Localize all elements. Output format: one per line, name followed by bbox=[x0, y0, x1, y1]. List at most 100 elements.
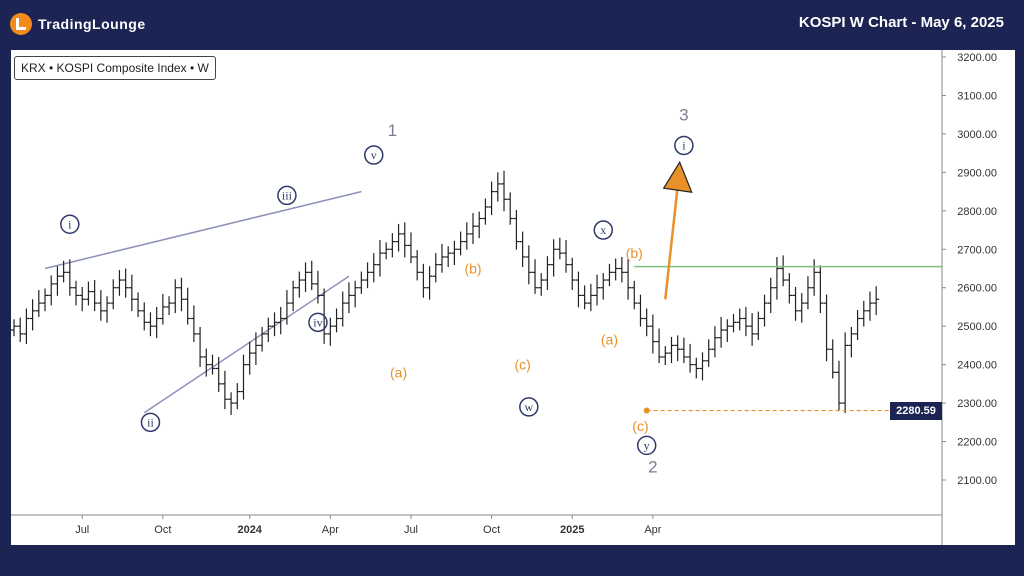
price-bar bbox=[736, 308, 743, 331]
channel-lines bbox=[44, 190, 362, 414]
price-bar bbox=[773, 256, 780, 300]
price-bar bbox=[97, 290, 104, 321]
price-bar bbox=[656, 328, 663, 364]
price-bar bbox=[594, 274, 601, 306]
chart-title: KOSPI W Chart - May 6, 2025 bbox=[798, 14, 1004, 31]
price-bar bbox=[184, 287, 191, 325]
price-bar bbox=[556, 237, 563, 260]
price-bar bbox=[625, 259, 632, 300]
price-bar bbox=[501, 170, 508, 212]
price-bar bbox=[457, 231, 464, 256]
wave-label-c: (c) bbox=[514, 357, 530, 373]
price-bar bbox=[823, 294, 830, 362]
price-bar bbox=[792, 286, 799, 321]
price-bar bbox=[600, 273, 607, 300]
price-tick-label: 2400.00 bbox=[957, 360, 997, 372]
price-tick-label: 2500.00 bbox=[957, 321, 997, 333]
price-bar bbox=[135, 292, 142, 317]
price-bar bbox=[494, 172, 501, 202]
price-bar bbox=[687, 343, 694, 373]
price-bar bbox=[631, 280, 638, 310]
price-bar bbox=[246, 341, 253, 375]
time-tick-label: Oct bbox=[154, 524, 171, 536]
price-bar bbox=[569, 257, 576, 291]
resistance-line bbox=[634, 265, 942, 414]
price-bar bbox=[122, 268, 129, 298]
price-bar bbox=[749, 313, 756, 346]
price-bar bbox=[17, 317, 24, 342]
current-price-tag: 2280.59 bbox=[890, 401, 942, 420]
wave-label-c: (c) bbox=[632, 418, 648, 434]
wave-label-x: x bbox=[593, 220, 614, 240]
wave-label-circle bbox=[593, 220, 614, 240]
price-bar bbox=[296, 271, 303, 298]
wave-label-text: x bbox=[600, 223, 606, 237]
price-bar bbox=[221, 370, 228, 410]
wave-label-text: (c) bbox=[632, 418, 648, 434]
price-bar bbox=[711, 326, 718, 358]
price-bar bbox=[290, 280, 297, 312]
price-bar bbox=[860, 300, 867, 327]
chart-panel[interactable] bbox=[11, 50, 1015, 545]
price-bars bbox=[11, 170, 880, 416]
price-bar bbox=[563, 240, 570, 273]
price-bar bbox=[407, 232, 414, 264]
price-bar bbox=[358, 271, 365, 294]
price-bar bbox=[550, 239, 557, 277]
price-bar bbox=[798, 293, 805, 323]
price-tick-label: 3200.00 bbox=[957, 52, 997, 64]
price-bar bbox=[166, 296, 173, 316]
channel-line bbox=[44, 190, 362, 270]
price-bar bbox=[612, 258, 619, 281]
current-price-marker bbox=[643, 407, 650, 414]
price-bar bbox=[395, 223, 402, 252]
wave-label-a: (a) bbox=[390, 364, 407, 380]
price-bar bbox=[463, 222, 470, 250]
price-bar bbox=[680, 337, 687, 364]
wave-label-circle bbox=[60, 214, 80, 235]
price-bar bbox=[333, 308, 340, 333]
wave-label-2: 2 bbox=[648, 458, 657, 477]
price-bar bbox=[252, 332, 259, 366]
price-bar bbox=[482, 198, 489, 225]
time-tick-label: Oct bbox=[483, 524, 500, 536]
price-bar bbox=[240, 354, 247, 400]
price-bar bbox=[730, 313, 737, 333]
price-bar bbox=[203, 348, 210, 377]
price-bar bbox=[308, 260, 315, 291]
price-bar bbox=[153, 306, 160, 339]
price-bar bbox=[581, 285, 588, 310]
brand-name: TradingLounge bbox=[38, 16, 146, 32]
price-bar bbox=[383, 242, 390, 260]
wave-label-3: 3 bbox=[679, 106, 688, 125]
wave-label-text: 1 bbox=[388, 121, 397, 140]
wave-label-i: i bbox=[60, 214, 80, 235]
price-bar bbox=[35, 290, 42, 317]
price-bar bbox=[79, 286, 86, 312]
price-bar bbox=[401, 222, 408, 258]
brand-logo: TradingLounge bbox=[10, 12, 146, 36]
wave-label-w: w bbox=[519, 397, 539, 417]
price-bar bbox=[649, 314, 656, 354]
price-bar bbox=[432, 253, 439, 283]
price-bar bbox=[197, 326, 204, 367]
projection-arrow bbox=[662, 160, 693, 300]
price-bar bbox=[352, 280, 359, 308]
price-bar bbox=[767, 277, 774, 314]
price-bar bbox=[866, 291, 873, 321]
price-bar bbox=[159, 293, 166, 325]
price-bar bbox=[414, 250, 421, 281]
price-bar bbox=[172, 279, 179, 314]
price-bar bbox=[786, 273, 793, 304]
wave-label-a: (a) bbox=[601, 332, 618, 348]
top-bar: TradingLounge KOSPI W Chart - May 6, 202… bbox=[0, 0, 1024, 48]
wave-label-circle bbox=[636, 435, 657, 456]
price-bar bbox=[668, 336, 675, 364]
price-bar bbox=[54, 266, 61, 296]
price-bar bbox=[538, 273, 545, 296]
price-bar bbox=[488, 181, 495, 216]
wave-label-circle bbox=[519, 397, 539, 417]
price-bar bbox=[724, 319, 731, 342]
price-bar bbox=[842, 332, 849, 414]
